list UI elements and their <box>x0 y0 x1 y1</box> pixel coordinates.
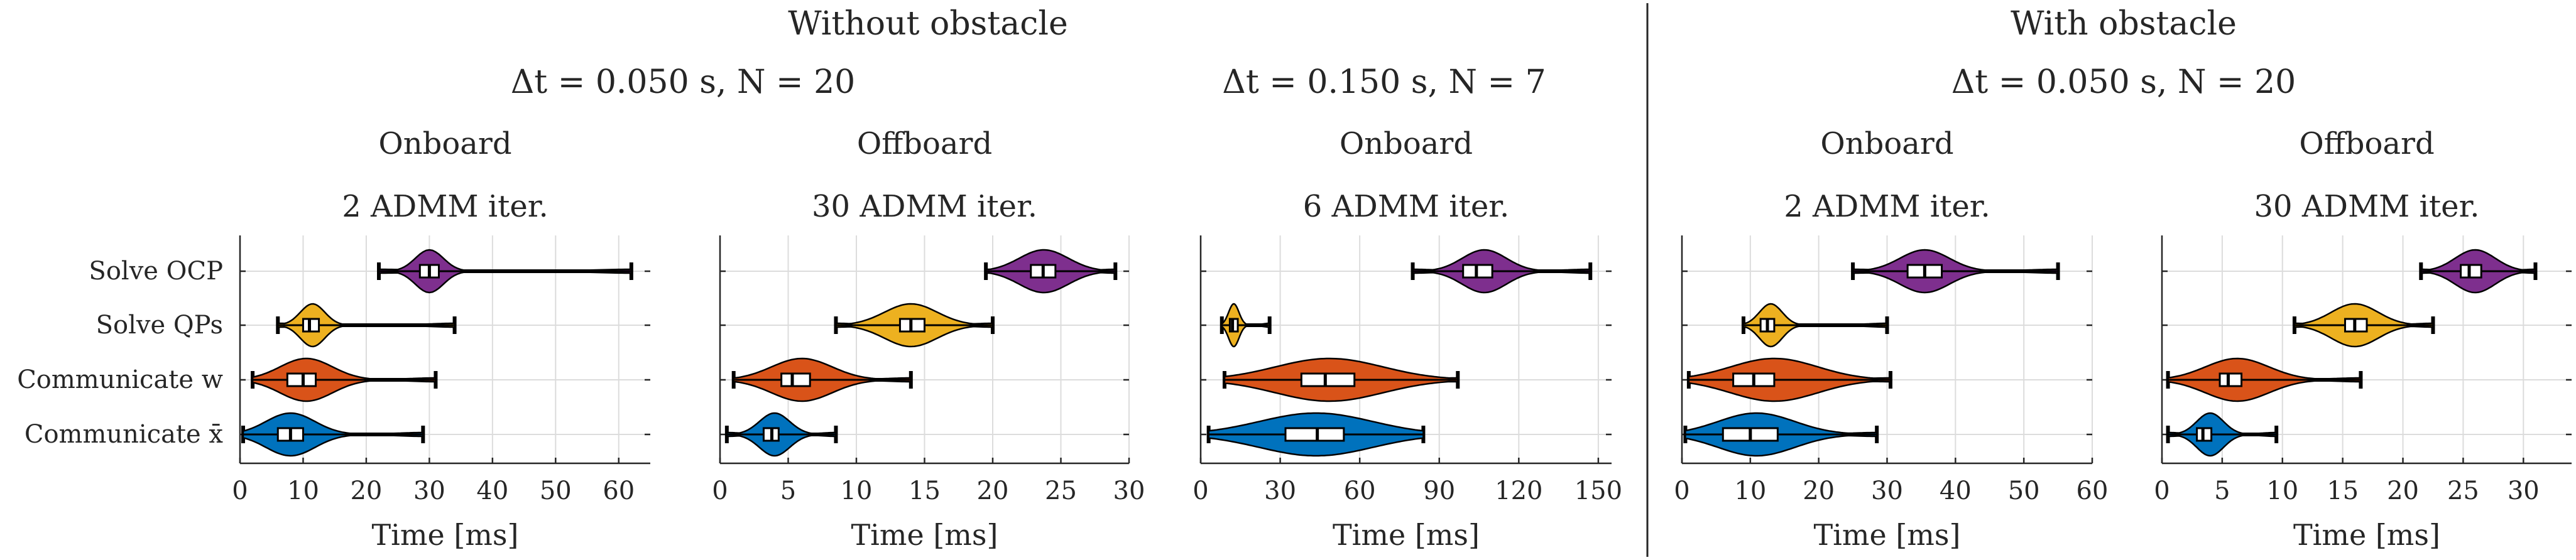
x-tick-label: 60 <box>2077 477 2109 505</box>
iqr-box <box>286 372 317 387</box>
violin-solve-qps <box>2292 303 2435 348</box>
x-tick-label: 20 <box>1803 477 1835 505</box>
panel-title: Offboard <box>857 126 992 161</box>
x-axis-label: Time [ms] <box>2293 518 2440 552</box>
violin-solve-qps <box>834 303 995 348</box>
x-axis-label: Time [ms] <box>1333 518 1480 552</box>
violin-solve-ocp <box>984 249 1118 294</box>
x-tick-label: 20 <box>350 477 382 505</box>
violin-communicate-w <box>251 357 438 402</box>
x-tick-label: 10 <box>841 477 873 505</box>
panel-subtitle: 2 ADMM iter. <box>342 189 548 224</box>
chart-panel-5: Offboard 30 ADMM iter. 0 5 10 15 20 25 30 Time [m… <box>2154 126 2572 552</box>
x-tick-label: 60 <box>1344 477 1376 505</box>
category-label-communicate-w: Communicate w <box>17 365 223 394</box>
x-tick-label: 30 <box>1113 477 1145 505</box>
violin-communicate-x <box>1683 412 1879 457</box>
x-tick-label: 10 <box>1734 477 1766 505</box>
violin-solve-ocp <box>377 249 633 294</box>
panel-subtitle: 30 ADMM iter. <box>2254 189 2479 224</box>
violin-communicate-w <box>731 357 913 402</box>
x-tick-label: 30 <box>2508 477 2540 505</box>
group-subtitle-dt015-n7: Δt = 0.150 s, N = 7 <box>1222 63 1546 101</box>
violin-solve-ocp <box>2419 249 2538 294</box>
x-tick-label: 120 <box>1495 477 1542 505</box>
panel-title: Onboard <box>1340 126 1473 161</box>
x-tick-label: 10 <box>287 477 319 505</box>
x-tick-label: 5 <box>780 477 796 505</box>
x-tick-label: 30 <box>1264 477 1296 505</box>
group-subtitle-obstacle-dt005-n20: Δt = 0.050 s, N = 20 <box>1951 63 2296 101</box>
violin-solve-ocp <box>1851 249 2060 294</box>
category-labels: Solve OCP Solve QPs Communicate w Commun… <box>17 257 223 449</box>
violin-solve-qps <box>1220 303 1272 348</box>
x-tick-label: 0 <box>2154 477 2169 505</box>
panel-subtitle: 2 ADMM iter. <box>1784 189 1990 224</box>
x-tick-label: 150 <box>1575 477 1622 505</box>
violin-solve-qps <box>1741 303 1889 348</box>
violin-communicate-w <box>1222 357 1460 402</box>
chart-panel-3: Onboard 6 ADMM iter. 0 30 60 90 120 150 Time [ms… <box>1192 126 1622 552</box>
group-header-with-obstacle: With obstacle <box>2011 5 2237 43</box>
x-tick-label: 25 <box>2447 477 2479 505</box>
x-tick-label: 0 <box>1192 477 1208 505</box>
x-tick-label: 0 <box>712 477 728 505</box>
iqr-box <box>1284 427 1345 442</box>
iqr-box <box>780 372 811 387</box>
x-tick-label: 0 <box>232 477 248 505</box>
x-tick-label: 40 <box>1940 477 1972 505</box>
iqr-box <box>1300 372 1356 387</box>
violin-solve-qps <box>276 303 457 348</box>
x-tick-label: 25 <box>1045 477 1077 505</box>
x-tick-label: 10 <box>2266 477 2298 505</box>
x-tick-label: 30 <box>413 477 445 505</box>
category-label-solve-qps: Solve QPs <box>96 311 223 340</box>
x-axis-label: Time [ms] <box>1814 518 1961 552</box>
panel-subtitle: 30 ADMM iter. <box>812 189 1037 224</box>
iqr-box <box>302 318 320 333</box>
chart-panel-1: Onboard 2 ADMM iter. 0 10 20 30 40 50 60 Time [ms… <box>232 126 650 552</box>
x-tick-label: 20 <box>977 477 1009 505</box>
panel-title: Onboard <box>378 126 511 161</box>
x-tick-label: 5 <box>2214 477 2230 505</box>
violin-communicate-x <box>1206 412 1426 457</box>
violin-communicate-x <box>724 412 838 457</box>
iqr-box <box>2219 372 2243 387</box>
x-tick-label: 40 <box>476 477 508 505</box>
x-tick-label: 30 <box>1871 477 1903 505</box>
x-axis-label: Time [ms] <box>851 518 998 552</box>
chart-panel-4: Onboard 2 ADMM iter. 0 10 20 30 40 50 60 Time [ms… <box>1674 126 2108 552</box>
violin-solve-ocp <box>1411 249 1593 294</box>
x-tick-label: 90 <box>1423 477 1455 505</box>
panel-title: Onboard <box>1820 126 1953 161</box>
panel-subtitle: 6 ADMM iter. <box>1303 189 1509 224</box>
x-tick-label: 15 <box>909 477 941 505</box>
iqr-box <box>2460 264 2482 279</box>
violin-communicate-w <box>2166 357 2363 402</box>
x-tick-label: 0 <box>1674 477 1689 505</box>
x-tick-label: 50 <box>2008 477 2040 505</box>
x-tick-label: 20 <box>2387 477 2419 505</box>
violin-communicate-w <box>1686 357 1892 402</box>
chart-panel-2: Offboard 30 ADMM iter. 0 5 10 15 20 25 30 Time [m… <box>712 126 1145 552</box>
panel-title: Offboard <box>2299 126 2434 161</box>
violin-communicate-x <box>2166 412 2279 457</box>
x-axis-label: Time [ms] <box>372 518 519 552</box>
x-tick-label: 50 <box>540 477 572 505</box>
violin-communicate-x <box>241 412 425 457</box>
category-label-solve-ocp: Solve OCP <box>89 257 223 286</box>
x-tick-label: 60 <box>603 477 635 505</box>
group-header-without-obstacle: Without obstacle <box>788 5 1067 43</box>
group-subtitle-dt005-n20: Δt = 0.050 s, N = 20 <box>511 63 856 101</box>
x-tick-label: 15 <box>2327 477 2359 505</box>
category-label-communicate-x: Communicate x̄ <box>25 420 224 449</box>
